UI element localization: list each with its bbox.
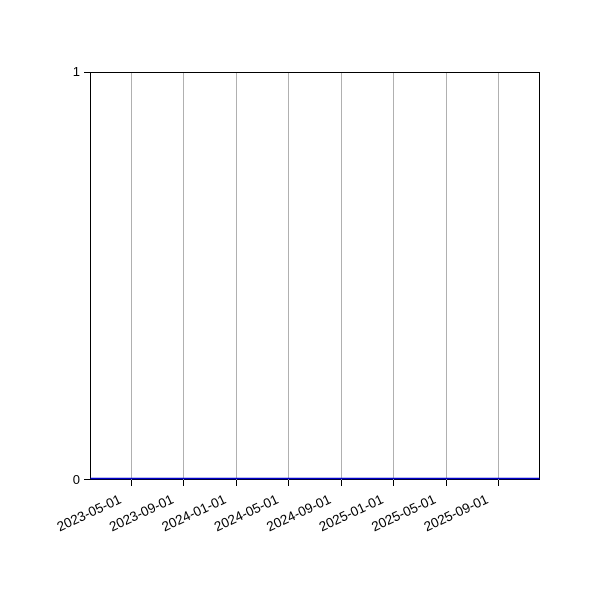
svg-text:0: 0 bbox=[73, 472, 80, 487]
svg-text:1: 1 bbox=[73, 64, 80, 79]
